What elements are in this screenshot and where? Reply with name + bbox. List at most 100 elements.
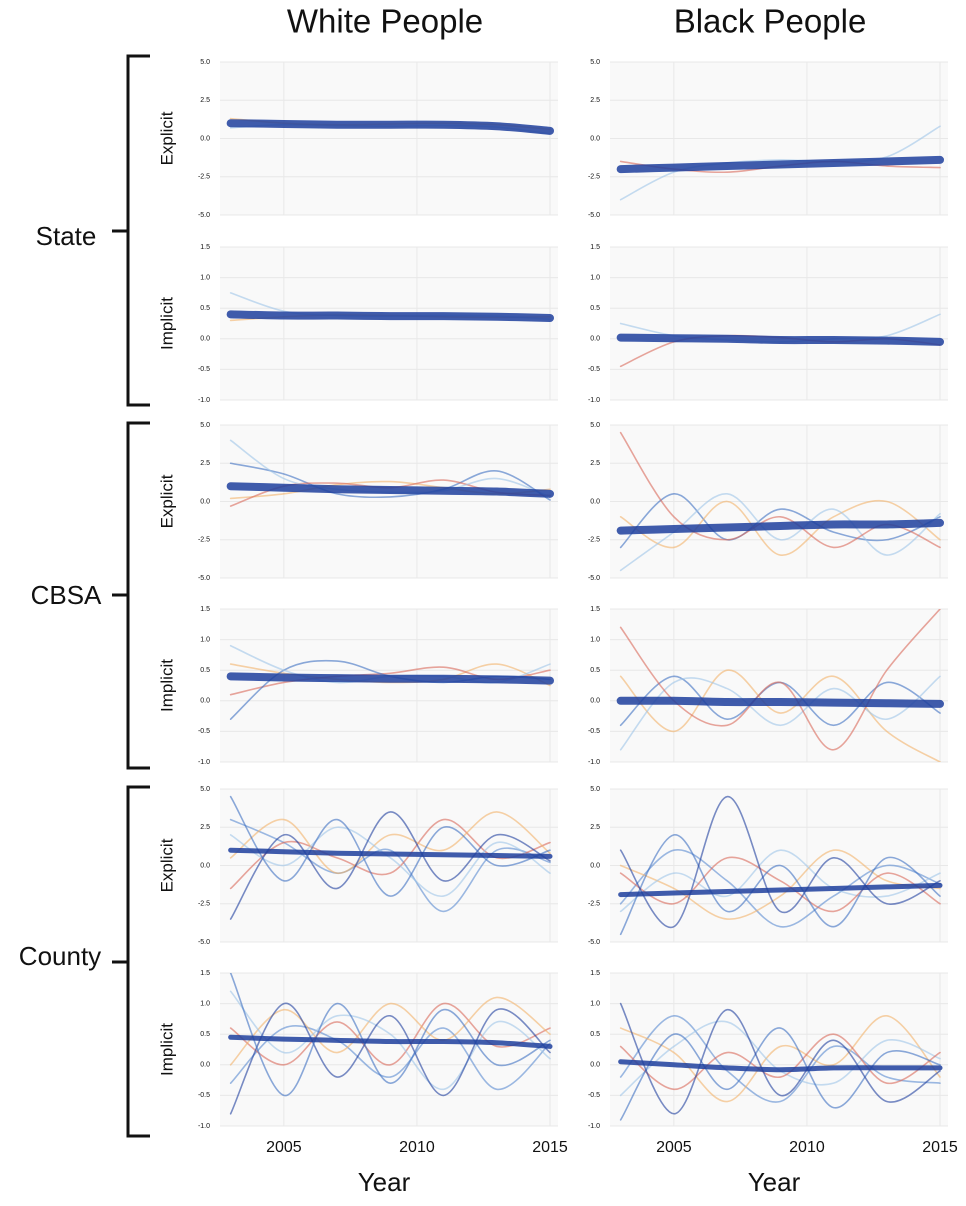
x-tick-label: 2005 bbox=[266, 1139, 302, 1156]
y-tick-label: -0.5 bbox=[198, 728, 210, 735]
y-tick-label: 1.0 bbox=[200, 274, 210, 281]
y-tick-label: -5.0 bbox=[198, 212, 210, 219]
series-line bbox=[619, 1027, 941, 1121]
panel-background bbox=[610, 609, 948, 762]
series-line bbox=[616, 333, 945, 346]
series-line bbox=[229, 990, 551, 1091]
series-line bbox=[619, 849, 941, 913]
y-tick-label: -1.0 bbox=[588, 397, 600, 404]
series-line bbox=[619, 1015, 941, 1103]
y-tick-label: 1.5 bbox=[590, 970, 600, 977]
y-tick-label: 0.0 bbox=[200, 698, 210, 705]
series-line bbox=[229, 826, 551, 897]
y-tick-label: 0.0 bbox=[590, 135, 600, 142]
y-tick-label: 0.0 bbox=[590, 698, 600, 705]
panel-background bbox=[220, 609, 558, 762]
x-axis-label: Year bbox=[748, 1167, 801, 1197]
y-tick-label: 1.0 bbox=[200, 1000, 210, 1007]
y-tick-label: 2.5 bbox=[590, 97, 600, 104]
series-line bbox=[226, 119, 555, 135]
y-tick-label: -2.5 bbox=[198, 901, 210, 908]
series-line bbox=[619, 669, 941, 762]
y-tick-label: 0.0 bbox=[590, 498, 600, 505]
panel-lines bbox=[618, 1002, 943, 1121]
y-tick-label: 0.5 bbox=[590, 1031, 600, 1038]
y-tick-label: 1.5 bbox=[590, 606, 600, 613]
panel-lines bbox=[616, 125, 945, 201]
panel-lines bbox=[226, 439, 555, 507]
panel-lines bbox=[226, 292, 555, 322]
x-tick-label: 2010 bbox=[789, 1139, 825, 1156]
panel-lines bbox=[228, 795, 553, 920]
series-line bbox=[619, 856, 941, 913]
y-tick-label: -0.5 bbox=[198, 1092, 210, 1099]
y-tick-label: -0.5 bbox=[198, 366, 210, 373]
series-line bbox=[619, 125, 941, 201]
series-line bbox=[616, 518, 945, 535]
column-title: Black People bbox=[674, 3, 867, 40]
x-tick-label: 2005 bbox=[656, 1139, 692, 1156]
series-line bbox=[619, 499, 941, 556]
y-tick-label: -5.0 bbox=[588, 939, 600, 946]
y-tick-label: 2.5 bbox=[200, 97, 210, 104]
y-tick-label: -5.0 bbox=[198, 939, 210, 946]
series-line bbox=[229, 811, 551, 920]
bracket bbox=[112, 785, 150, 1138]
y-tick-label: 2.5 bbox=[200, 824, 210, 831]
y-tick-label: 1.0 bbox=[590, 1000, 600, 1007]
y-tick-label: -1.0 bbox=[588, 1123, 600, 1130]
series-line bbox=[618, 1059, 943, 1073]
panel-lines bbox=[618, 795, 943, 936]
series-line bbox=[619, 834, 941, 936]
y-axis-label: Explicit bbox=[157, 474, 176, 528]
series-line bbox=[619, 1033, 941, 1091]
y-tick-label: 1.5 bbox=[590, 244, 600, 251]
y-tick-label: -1.0 bbox=[198, 759, 210, 766]
x-tick-label: 2010 bbox=[399, 1139, 435, 1156]
series-line bbox=[229, 795, 551, 897]
series-line bbox=[619, 1002, 941, 1115]
y-tick-label: 1.5 bbox=[200, 606, 210, 613]
y-tick-label: 0.0 bbox=[200, 498, 210, 505]
series-line bbox=[229, 1025, 551, 1091]
y-tick-label: -2.5 bbox=[198, 174, 210, 181]
y-tick-label: -0.5 bbox=[588, 1092, 600, 1099]
y-tick-label: -5.0 bbox=[198, 575, 210, 582]
series-line bbox=[226, 672, 555, 685]
series-line bbox=[618, 882, 943, 898]
x-tick-label: 2015 bbox=[922, 1139, 958, 1156]
y-tick-label: -0.5 bbox=[588, 728, 600, 735]
y-axis-label: Implicit bbox=[157, 1023, 176, 1076]
y-tick-label: 0.0 bbox=[200, 862, 210, 869]
panel-background bbox=[610, 973, 948, 1126]
row-label: State bbox=[36, 221, 97, 251]
panel-background bbox=[220, 973, 558, 1126]
panel-lines bbox=[226, 117, 555, 135]
y-tick-label: -1.0 bbox=[588, 759, 600, 766]
y-tick-label: 0.0 bbox=[590, 1062, 600, 1069]
bracket bbox=[112, 421, 150, 770]
series-line bbox=[619, 675, 941, 751]
y-tick-label: 1.0 bbox=[590, 636, 600, 643]
y-tick-label: -2.5 bbox=[588, 174, 600, 181]
series-line bbox=[619, 1015, 941, 1103]
y-tick-label: 0.5 bbox=[590, 305, 600, 312]
panel-lines bbox=[616, 313, 945, 368]
y-tick-label: 2.5 bbox=[590, 824, 600, 831]
series-line bbox=[226, 482, 555, 498]
y-tick-label: 0.5 bbox=[200, 305, 210, 312]
y-tick-label: -5.0 bbox=[588, 212, 600, 219]
series-line bbox=[229, 1002, 551, 1066]
y-tick-label: 1.5 bbox=[200, 970, 210, 977]
series-line bbox=[619, 493, 941, 549]
x-tick-label: 2015 bbox=[532, 1139, 568, 1156]
series-line bbox=[226, 310, 555, 322]
y-tick-label: 0.0 bbox=[200, 1062, 210, 1069]
y-tick-label: -2.5 bbox=[588, 537, 600, 544]
y-tick-label: 0.0 bbox=[200, 135, 210, 142]
y-tick-label: -0.5 bbox=[588, 366, 600, 373]
y-tick-label: 1.0 bbox=[200, 636, 210, 643]
panel-background bbox=[220, 247, 558, 400]
